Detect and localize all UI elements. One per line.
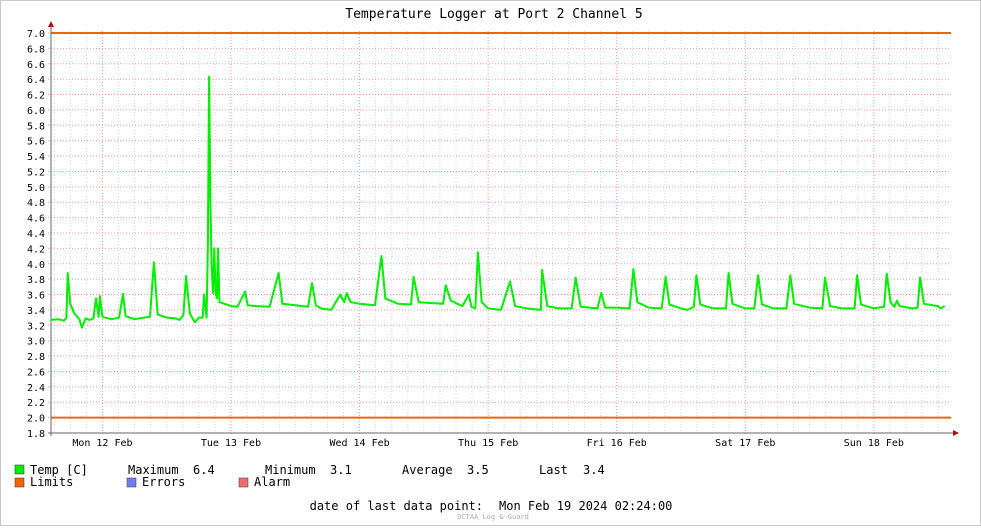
- y-tick-label: 6.4: [27, 75, 45, 86]
- y-tick-label: 6.0: [27, 106, 45, 117]
- y-tick-label: 4.4: [27, 229, 45, 240]
- legend-average-value: 3.5: [467, 463, 489, 477]
- y-tick-label: 1.8: [27, 429, 45, 440]
- y-tick-label: 3.2: [27, 321, 45, 332]
- y-tick-label: 3.8: [27, 275, 45, 286]
- limit-layer: [51, 32, 951, 419]
- legend: Temp [C] Maximum 6.4 Minimum 3.1 Average…: [14, 463, 605, 489]
- x-tick-label: Thu 15 Feb: [458, 438, 518, 449]
- footer-credit: OCTAA Log & Guard: [457, 513, 529, 521]
- legend-swatch-alarm: [238, 477, 249, 488]
- y-tick-label: 4.8: [27, 198, 45, 209]
- y-tick-label: 3.6: [27, 291, 45, 302]
- chart-title: Temperature Logger at Port 2 Channel 5: [345, 7, 642, 22]
- y-tick-label: 5.6: [27, 137, 45, 148]
- x-tick-label: Fri 16 Feb: [587, 438, 647, 449]
- y-tick-label: 3.0: [27, 337, 45, 348]
- y-tick-label: 4.0: [27, 260, 45, 271]
- y-axis-arrow: [48, 21, 54, 27]
- legend-average-label: Average: [402, 463, 453, 477]
- legend-swatch-errors: [126, 477, 137, 488]
- x-axis-arrow: [953, 430, 959, 436]
- y-tick-label: 6.8: [27, 44, 45, 55]
- legend-temp-label: Temp [C]: [30, 463, 88, 477]
- y-tick-label: 2.4: [27, 383, 45, 394]
- y-tick-label: 4.6: [27, 214, 45, 225]
- y-tick-label: 5.0: [27, 183, 45, 194]
- footer-date-value: Mon Feb 19 2024 02:24:00: [499, 499, 672, 513]
- legend-alarm-label: Alarm: [254, 475, 290, 489]
- legend-swatch-temp: [14, 464, 25, 475]
- x-axis: Mon 12 Feb Tue 13 Feb Wed 14 Feb Thu 15 Feb…: [48, 430, 959, 449]
- x-tick-label: Sun 18 Feb: [844, 438, 904, 449]
- y-tick-label: 7.0: [27, 29, 45, 40]
- y-tick-label: 5.4: [27, 152, 45, 163]
- series-layer: [50, 75, 946, 329]
- footer-date-label: date of last data point:: [310, 499, 483, 513]
- legend-swatch-limits: [14, 477, 25, 488]
- legend-maximum-value: 6.4: [193, 463, 215, 477]
- legend-last-value: 3.4: [583, 463, 605, 477]
- legend-minimum-label: Minimum: [265, 463, 316, 477]
- y-tick-label: 2.2: [27, 398, 45, 409]
- y-tick-label: 2.6: [27, 367, 45, 378]
- y-tick-label: 5.8: [27, 121, 45, 132]
- legend-maximum-label: Maximum: [128, 463, 179, 477]
- y-tick-label: 3.4: [27, 306, 45, 317]
- legend-minimum-value: 3.1: [330, 463, 352, 477]
- legend-limits-label: Limits: [30, 475, 73, 489]
- y-axis: 7.0 6.8 6.6 6.4 6.2 6.0 5.8 5.6 5.4 5.2 5.0 4.8 4.6 4…: [27, 21, 54, 440]
- x-tick-label: Wed 14 Feb: [329, 438, 389, 449]
- y-tick-label: 4.2: [27, 244, 45, 255]
- y-tick-label: 2.0: [27, 414, 45, 425]
- legend-errors-label: Errors: [142, 475, 185, 489]
- y-tick-label: 6.6: [27, 60, 45, 71]
- y-tick-label: 2.8: [27, 352, 45, 363]
- legend-last-label: Last: [539, 463, 568, 477]
- y-tick-label: 6.2: [27, 91, 45, 102]
- series-line-temp: [50, 75, 946, 329]
- x-tick-label: Tue 13 Feb: [201, 438, 261, 449]
- x-tick-label: Mon 12 Feb: [72, 438, 132, 449]
- x-tick-label: Sat 17 Feb: [715, 438, 775, 449]
- y-tick-label: 5.2: [27, 167, 45, 178]
